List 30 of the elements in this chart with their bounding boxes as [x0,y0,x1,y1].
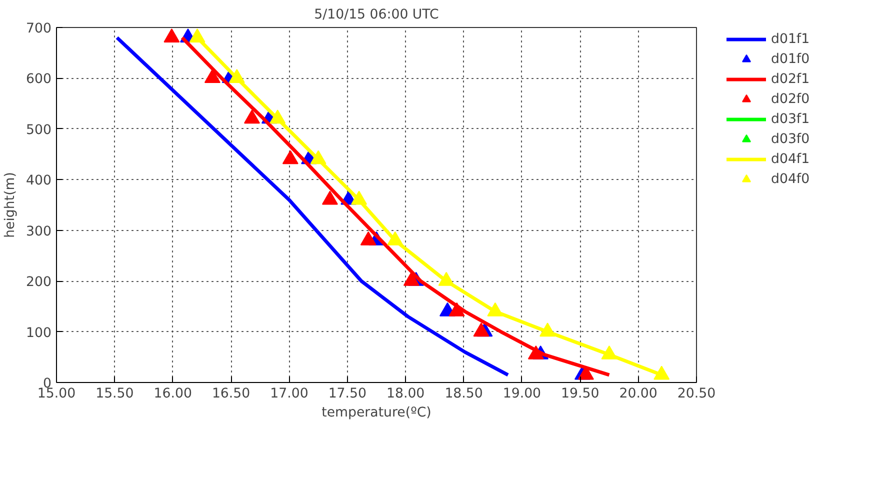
x-tick-label: 19.50 [561,386,600,402]
x-tick-label: 18.50 [444,386,483,402]
x-tick-label: 18.00 [386,386,425,402]
chart-title: 5/10/15 06:00 UTC [314,8,439,22]
y-tick-label: 300 [26,224,52,240]
y-tick-label: 200 [26,275,52,290]
legend-label: d02f0 [771,92,810,106]
x-tick-label: 20.00 [619,386,658,402]
y-tick-label: 500 [26,122,52,138]
y-tick-label: 700 [26,22,52,36]
legend-label: d01f1 [771,32,810,46]
legend-label: d03f1 [771,112,810,126]
x-axis-title: temperature(ºC) [322,406,432,420]
x-tick-label: 16.00 [154,386,192,402]
y-tick-label: 100 [26,326,52,341]
x-tick-label: 20.50 [677,386,716,402]
legend-label: d02f1 [771,72,810,86]
y-tick-label: 600 [26,72,52,88]
legend-label: d01f0 [771,52,810,66]
x-tick-label: 19.00 [502,386,542,402]
y-tick-label: 400 [26,174,52,189]
line-series [115,36,510,377]
x-tick-label: 17.50 [328,386,366,402]
legend-label: d04f0 [771,172,810,186]
x-tick-label: 17.00 [270,386,308,402]
x-tick-label: 15.50 [96,386,134,402]
x-tick-label: 16.50 [212,386,250,402]
legend-label: d03f0 [771,132,810,146]
legend-label: d04f1 [771,152,810,166]
y-axis-title: height(m) [3,172,18,238]
